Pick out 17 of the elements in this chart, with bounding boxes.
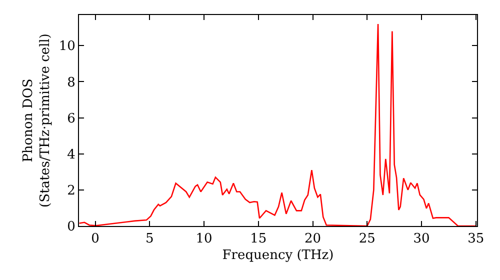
y-tick-label: 0 (67, 220, 76, 235)
y-tick-label: 2 (67, 183, 76, 198)
x-tick-label: 0 (91, 232, 100, 247)
y-tick-label: 4 (67, 147, 76, 162)
x-tick-label: 5 (146, 232, 154, 247)
y-tick-label: 10 (58, 39, 76, 54)
y-tick-label: 6 (67, 111, 76, 126)
x-tick-label: 10 (196, 232, 212, 247)
y-tick-label: 8 (67, 75, 76, 90)
y-axis-title: Phonon DOS (States/THz·primitive cell) (20, 33, 53, 208)
x-tick-label: 30 (413, 232, 430, 247)
line-series (79, 23, 477, 226)
x-axis-title: Frequency (THz) (222, 248, 334, 264)
x-tick-label: 15 (250, 232, 267, 247)
x-tick-label: 20 (304, 232, 322, 247)
x-tick-label: 35 (468, 232, 484, 247)
x-tick-label: 25 (358, 232, 376, 247)
